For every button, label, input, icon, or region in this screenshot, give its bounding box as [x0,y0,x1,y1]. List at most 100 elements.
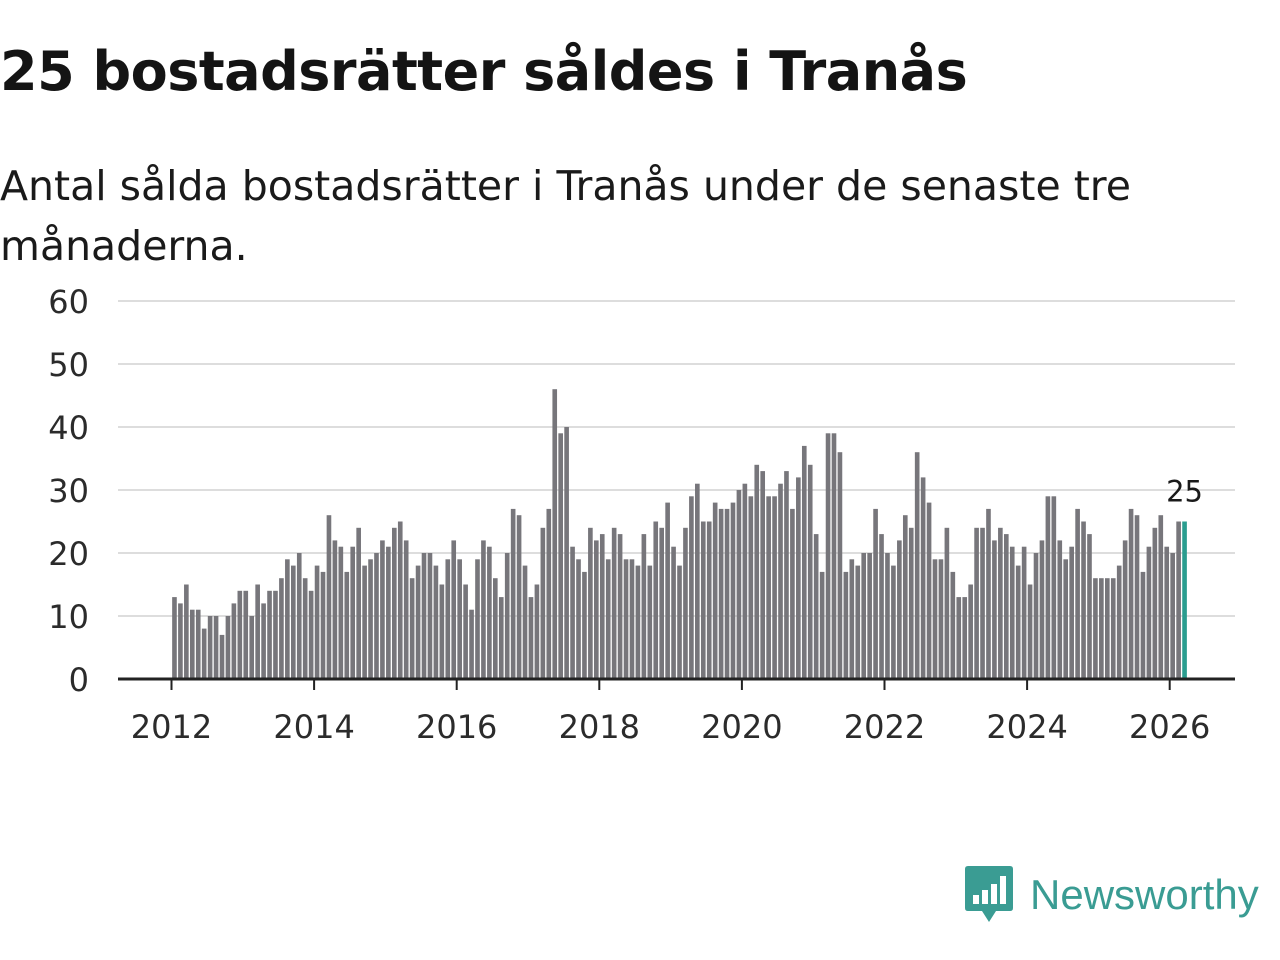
bar [956,597,962,679]
bar [338,546,344,679]
annotation-label: 25 [1166,475,1203,509]
bar [362,565,367,679]
x-tick-label: 2016 [416,708,497,746]
bar [1021,546,1027,679]
bar [671,546,676,679]
bar [1039,540,1045,679]
bar [588,527,593,679]
bar [249,616,255,679]
bar [849,559,855,679]
bar [599,534,605,679]
bar [463,584,468,679]
bar [819,571,825,679]
bar [736,490,742,679]
bar [421,553,427,679]
y-tick-label: 10 [48,598,89,636]
bar [415,565,421,679]
bar [451,540,457,679]
bar [1069,546,1074,679]
bar [279,578,284,679]
bar [760,471,766,679]
x-tick-label: 2026 [1129,708,1210,746]
bar [1128,508,1134,679]
bar [718,508,724,679]
bar [564,427,569,679]
bars [172,389,1187,679]
bar [605,559,611,679]
bar [219,634,225,679]
bar [207,616,213,679]
bar [790,508,795,679]
bar [867,553,872,679]
bar [962,597,968,679]
bar [1158,515,1164,679]
bar [861,553,867,679]
bar [748,496,754,679]
bar [1051,496,1057,679]
x-tick-label: 2012 [131,708,212,746]
y-tick-label: 50 [48,346,89,384]
bar [308,590,314,679]
bar [433,565,439,679]
x-tick-label: 2014 [273,708,354,746]
bar [1110,578,1116,679]
x-tick-label: 2022 [844,708,925,746]
bar [665,502,670,679]
bar [392,527,397,679]
bar [285,559,290,679]
bar [1063,559,1069,679]
bar [231,603,237,679]
bar [184,584,189,679]
bar [695,483,700,679]
bar [356,527,361,679]
bar [243,590,249,679]
bar [796,477,801,679]
bar [974,527,979,679]
y-tick-label: 40 [48,409,89,447]
bar [712,502,718,679]
bar [487,546,492,679]
bar [653,521,659,679]
y-tick-label: 0 [69,661,89,699]
bar [1099,578,1104,679]
bar [380,540,385,679]
bar [1116,565,1122,679]
bar [302,578,308,679]
bar [1140,571,1146,679]
bar [766,496,771,679]
bar [189,609,195,679]
bar [195,609,201,679]
bar [629,559,635,679]
bar [594,540,599,679]
bar [801,445,807,679]
bar [902,515,908,679]
newsworthy-logo-icon [965,866,1013,922]
bar [659,527,664,679]
bar [611,527,617,679]
bar [350,546,356,679]
bar [914,452,920,679]
bar [1003,534,1009,679]
bar [320,571,326,679]
bar [1122,540,1128,679]
bar [255,584,260,679]
bar [540,527,546,679]
bar [855,565,861,679]
bar [403,540,409,679]
bar [891,565,896,679]
bar [706,521,712,679]
bar [992,540,997,679]
bar [445,559,451,679]
bar [213,616,219,679]
bar [772,496,777,679]
bar [950,571,956,679]
bar [558,433,563,679]
bar [576,559,581,679]
bar [920,477,926,679]
x-tick-label: 2018 [559,708,640,746]
bar [813,534,819,679]
bar [784,471,789,679]
bar [261,603,266,679]
bar [944,527,950,679]
